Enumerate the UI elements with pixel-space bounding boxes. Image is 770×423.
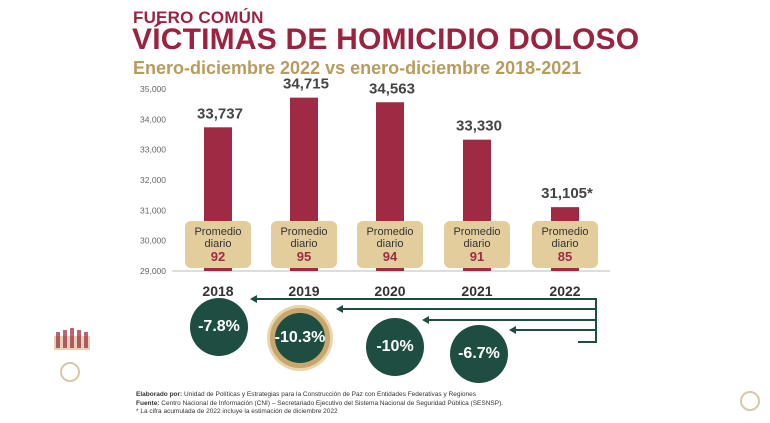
x-category-label: 2019 [288,283,319,299]
y-tick-label: 34,000 [140,114,166,124]
footer-note: * La cifra acumulada de 2022 incluye la … [136,408,338,415]
footer: Elaborado por: Unidad de Políticas y Est… [136,391,503,417]
daily-average-box [532,221,598,268]
bar-chart: 29,000 30,000 31,000 32,000 33,000 34,000 35,0… [140,76,610,343]
daily-average-value: 91 [470,249,484,264]
y-tick-label: 35,000 [140,84,166,94]
crest-icon [54,328,90,350]
page-title: VÍCTIMAS DE HOMICIDIO DOLOSO [132,23,640,56]
y-tick-label: 29,000 [140,266,166,276]
daily-average-box [357,221,423,268]
bar-value-label: 34,715 [283,76,329,93]
arrow-head [422,316,429,324]
daily-average-label: diario [377,238,404,250]
arrow-head [336,305,343,313]
daily-average-label: diario [464,238,491,250]
change-circle: -6.7% [450,325,508,383]
daily-average-label: diario [291,238,318,250]
daily-average-value: 95 [297,249,311,264]
daily-average-label: Promedio [541,226,588,238]
bar-value-label: 34,563 [369,80,415,97]
y-tick-label: 33,000 [140,145,166,155]
daily-average-label: diario [552,238,579,250]
daily-average-label: Promedio [280,226,327,238]
daily-average-label: Promedio [366,226,413,238]
daily-average-box [185,221,251,268]
daily-average-box [271,221,337,268]
daily-average-label: diario [205,238,232,250]
y-tick-label: 31,000 [140,205,166,215]
daily-average-value: 92 [211,249,225,264]
bar-value-label: 31,105* [541,185,593,202]
footer-elaborado: Elaborado por: Unidad de Políticas y Est… [136,391,476,398]
daily-average-value: 94 [383,249,398,264]
y-tick-label: 32,000 [140,175,166,185]
footer-fuente: Fuente: Centro Nacional de Información (… [136,399,504,407]
change-circle: -10.3% [270,308,330,368]
seal-icon [60,362,80,382]
x-category-label: 2022 [549,283,580,299]
change-circle: -10% [366,318,424,376]
daily-average-box [444,221,510,268]
y-tick-label: 30,000 [140,236,166,246]
x-category-label: 2018 [202,283,233,299]
daily-average-value: 85 [558,249,572,264]
bar-value-label: 33,330 [456,118,502,135]
change-circle: -7.8% [190,298,248,356]
bar-value-label: 33,737 [197,105,243,122]
x-category-label: 2021 [461,283,492,299]
page-subtitle: Enero-diciembre 2022 vs enero-diciembre … [133,58,582,78]
kicker: FUERO COMÚN [133,8,264,27]
arrow-head [250,295,257,303]
seal-icon-right [740,391,760,411]
daily-average-label: Promedio [453,226,500,238]
x-category-label: 2020 [374,283,405,299]
arrow-head [509,326,516,334]
daily-average-label: Promedio [194,226,241,238]
